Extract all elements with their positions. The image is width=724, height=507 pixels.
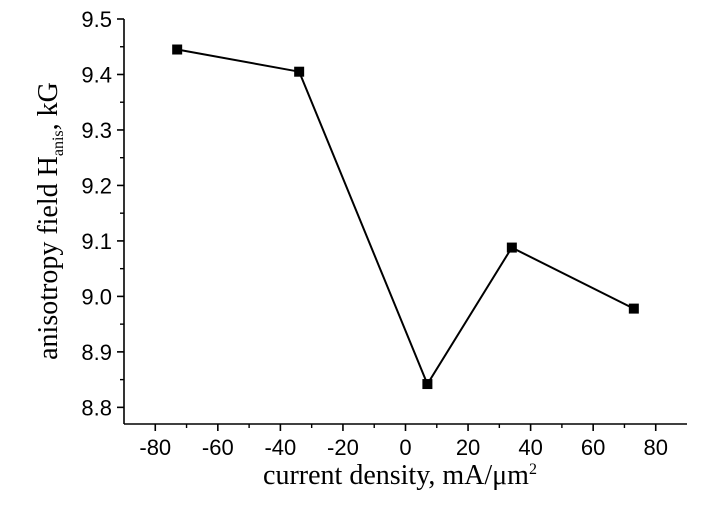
y-axis-title: anisotropy field Hanis, kG xyxy=(33,82,67,360)
x-tick-label: -80 xyxy=(139,435,171,460)
x-tick-label: -20 xyxy=(327,435,359,460)
series-line xyxy=(177,48,635,387)
data-point xyxy=(628,303,639,314)
x-axis-ticks: -80 -60 -40 -20 0 20 40 60 80 xyxy=(139,424,668,460)
y-tick-label: 9.3 xyxy=(81,118,112,143)
data-point xyxy=(422,379,433,390)
y-tick-label: 9.2 xyxy=(81,173,112,198)
y-tick-label: 9.1 xyxy=(81,229,112,254)
x-tick-label: 60 xyxy=(581,435,605,460)
y-tick-label: 8.8 xyxy=(81,395,112,420)
x-tick-label: 0 xyxy=(399,435,411,460)
x-axis-title-sup: 2 xyxy=(529,461,537,478)
x-tick-label: 80 xyxy=(643,435,667,460)
data-point xyxy=(294,66,305,77)
data-series xyxy=(172,44,639,390)
y-tick-label: 9.5 xyxy=(81,7,112,32)
x-tick-label: -40 xyxy=(264,435,296,460)
x-tick-label: 20 xyxy=(456,435,480,460)
x-tick-label: 40 xyxy=(518,435,542,460)
y-axis-title-suffix: , kG xyxy=(33,82,64,130)
x-tick-label: -60 xyxy=(202,435,234,460)
axes xyxy=(123,19,687,425)
y-tick-label: 9.4 xyxy=(81,62,112,87)
x-axis-title-main: current density, mA/μm xyxy=(263,460,529,491)
data-point xyxy=(506,242,517,253)
y-tick-label: 8.9 xyxy=(81,340,112,365)
data-point xyxy=(172,44,183,55)
y-axis-title-prefix: anisotropy field H xyxy=(33,156,64,360)
y-axis-title-sub: anis xyxy=(50,130,67,156)
x-axis-title: current density, mA/μm2 xyxy=(263,460,537,491)
y-axis-ticks: 8.8 8.9 9.0 9.1 9.2 9.3 9.4 9.5 xyxy=(81,7,124,420)
y-tick-label: 9.0 xyxy=(81,284,112,309)
